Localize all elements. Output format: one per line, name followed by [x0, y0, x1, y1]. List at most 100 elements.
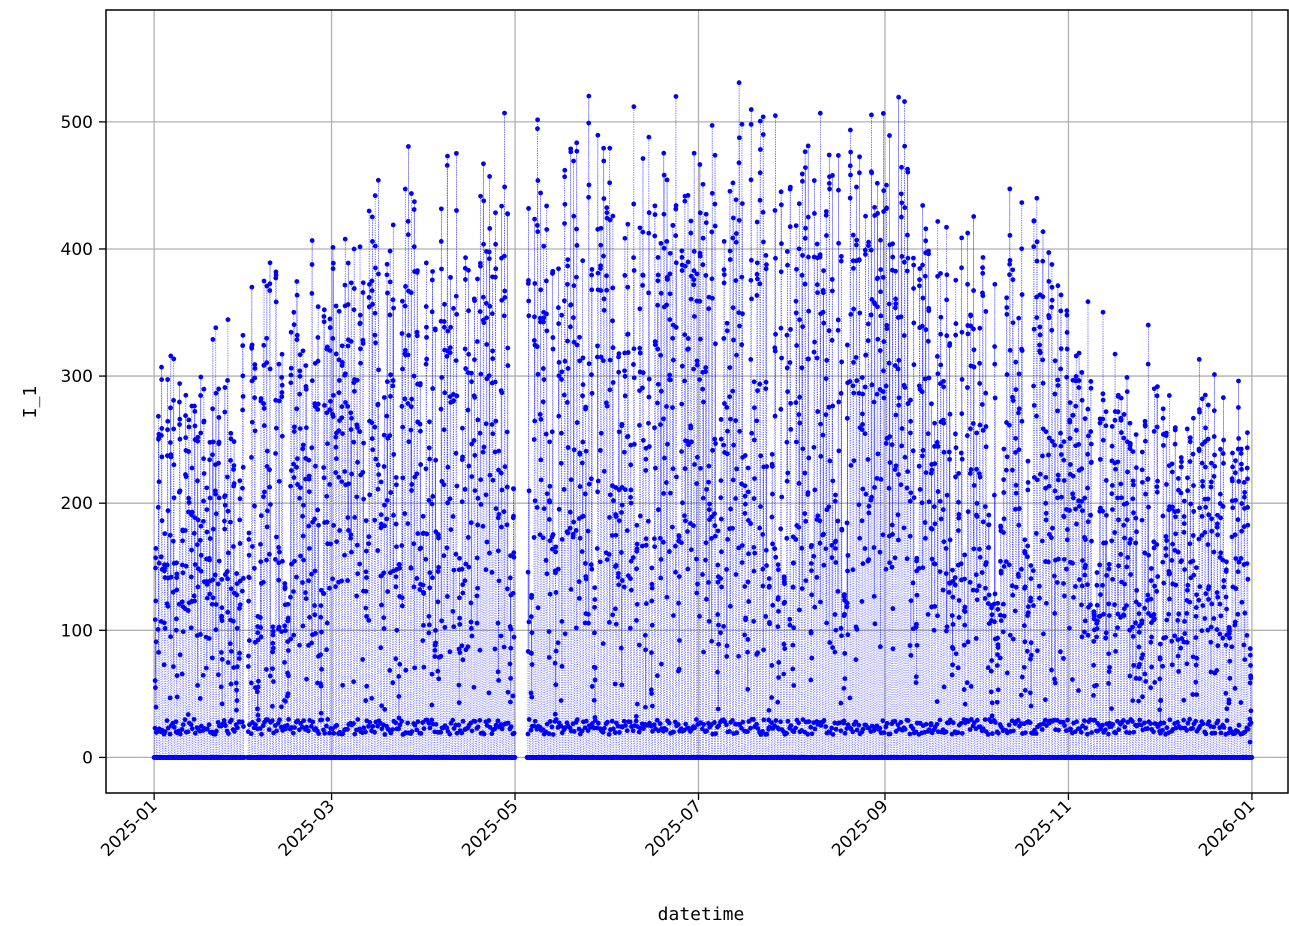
data-point — [769, 695, 775, 700]
data-point — [550, 532, 556, 537]
data-point — [186, 424, 192, 430]
data-point — [379, 726, 385, 732]
data-point — [418, 428, 423, 434]
data-point — [643, 536, 649, 542]
data-point — [704, 486, 709, 492]
data-point — [171, 397, 176, 403]
data-point — [450, 608, 456, 614]
data-point — [492, 274, 498, 280]
data-point — [327, 348, 333, 353]
data-point — [489, 311, 495, 317]
data-point — [433, 640, 438, 646]
data-point — [712, 511, 717, 517]
data-point — [757, 170, 763, 176]
data-point — [400, 366, 405, 372]
data-point — [393, 475, 399, 480]
data-point — [370, 301, 375, 307]
data-point — [394, 544, 399, 550]
data-point — [568, 302, 574, 308]
data-point — [417, 421, 423, 427]
data-point — [258, 513, 264, 519]
data-point — [256, 717, 261, 723]
data-point — [778, 719, 783, 725]
data-point — [609, 533, 615, 538]
data-point — [763, 547, 769, 553]
data-point — [679, 401, 685, 407]
data-point — [210, 406, 216, 412]
data-point — [355, 571, 361, 577]
data-point — [652, 465, 658, 471]
data-point — [324, 620, 330, 626]
data-point — [198, 393, 204, 398]
data-point — [760, 132, 766, 137]
data-point — [423, 556, 429, 562]
data-point — [179, 671, 185, 677]
data-point — [411, 584, 417, 590]
data-point — [546, 731, 552, 737]
data-point — [550, 268, 556, 274]
data-point — [267, 366, 273, 372]
data-point — [300, 513, 306, 519]
data-point — [658, 388, 664, 394]
data-point — [776, 675, 781, 680]
data-point — [579, 549, 585, 554]
data-point — [225, 550, 231, 556]
data-point — [712, 523, 718, 529]
data-point — [565, 445, 571, 450]
data-point — [526, 313, 532, 319]
data-point — [399, 595, 405, 601]
data-point — [564, 400, 570, 405]
data-point — [624, 728, 630, 734]
data-point — [658, 422, 663, 428]
data-point — [595, 489, 601, 495]
data-point — [177, 652, 183, 658]
data-point — [456, 700, 462, 706]
data-point — [778, 202, 784, 208]
data-point — [450, 717, 456, 723]
data-point — [333, 456, 339, 462]
data-point — [544, 491, 550, 497]
data-point — [716, 641, 721, 647]
data-point — [730, 215, 736, 221]
data-point — [210, 577, 216, 583]
data-point — [535, 229, 541, 235]
data-point — [486, 249, 492, 255]
data-point — [562, 298, 567, 304]
data-point — [594, 546, 600, 551]
data-point — [567, 509, 573, 515]
data-point — [625, 433, 631, 439]
data-point — [210, 655, 215, 661]
data-point — [327, 481, 333, 487]
data-point — [682, 513, 687, 519]
data-point — [442, 390, 448, 396]
data-point — [589, 684, 595, 689]
data-point — [397, 565, 402, 571]
data-point — [561, 392, 567, 398]
data-point — [766, 583, 772, 589]
data-point — [226, 731, 231, 736]
data-point — [727, 248, 733, 254]
data-point — [692, 462, 697, 467]
data-point — [685, 346, 691, 352]
data-point — [352, 515, 358, 520]
data-point — [611, 726, 616, 732]
data-point — [306, 578, 312, 584]
data-point — [615, 574, 621, 580]
data-point — [751, 437, 757, 443]
data-point — [661, 416, 666, 422]
data-point — [438, 406, 444, 412]
data-point — [408, 290, 414, 296]
data-point — [252, 362, 258, 367]
data-point — [152, 725, 158, 731]
data-point — [297, 391, 303, 397]
data-point — [426, 630, 432, 636]
data-point — [782, 581, 787, 587]
data-point — [763, 266, 769, 272]
data-point — [618, 645, 624, 651]
data-point — [649, 691, 655, 696]
data-point — [552, 711, 558, 717]
data-point — [240, 485, 245, 491]
data-point — [772, 113, 778, 119]
data-point — [177, 731, 183, 737]
data-point — [471, 438, 477, 443]
